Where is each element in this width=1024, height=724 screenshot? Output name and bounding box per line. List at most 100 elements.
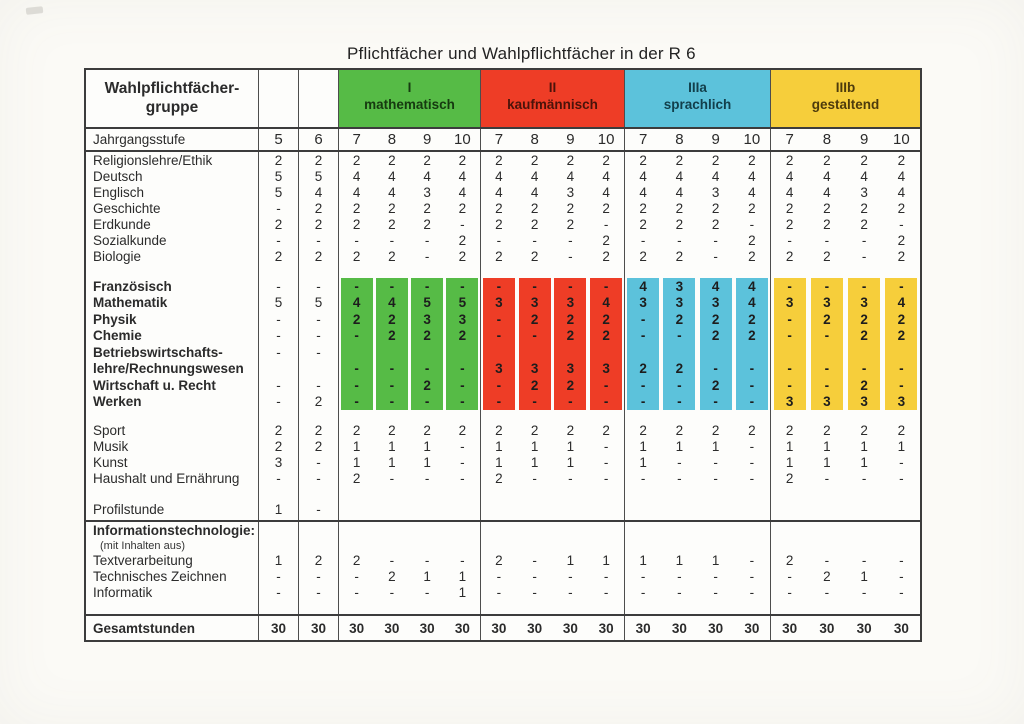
value-cell: 2 (588, 311, 624, 328)
striped-value-cell: - (340, 377, 373, 394)
group-cells (624, 486, 770, 499)
striped-value-cell: 3 (848, 294, 881, 311)
value-cell: 2 (388, 216, 396, 232)
value-cell: 2 (410, 377, 445, 394)
striped-value-cell: - (482, 393, 515, 410)
striped-value-cell: 3 (773, 294, 806, 311)
group-cells (624, 522, 770, 539)
subject-row: Deutsch 5 5 4 4 4 4 4 4 4 4 4 4 4 4 4 4 4 4 (86, 168, 920, 184)
group-cells: 1 1 1 1 (770, 438, 920, 454)
value-cell: 2 (445, 327, 480, 344)
group-cells (480, 539, 624, 552)
value-cell: 1 (860, 568, 868, 584)
value-cell: 2 (748, 152, 756, 168)
value-cell: 2 (639, 152, 647, 168)
value-cell: - (258, 393, 298, 410)
group-cells (338, 499, 480, 520)
value-cell: 2 (846, 377, 883, 394)
value-cell: 2 (258, 152, 298, 168)
value-cell: 1 (602, 552, 610, 568)
row-label: Religionslehre/Ethik (93, 152, 213, 168)
spacer-row (86, 486, 920, 499)
group-cells (770, 264, 920, 278)
profilstunde-row: Profilstunde 1- (86, 499, 920, 520)
value-cell: 2 (897, 200, 906, 216)
value-cell (661, 264, 697, 278)
value-cell: 2 (675, 152, 684, 168)
value-cell: - (298, 470, 338, 486)
value-cell: 2 (298, 438, 338, 454)
value-cell: - (374, 360, 409, 377)
value-cell: - (374, 377, 409, 394)
value-cell (698, 344, 734, 361)
value-cell (374, 499, 409, 520)
value-cell: - (532, 568, 537, 584)
value-cell: 2 (639, 248, 647, 264)
striped-value-cell: 2 (518, 311, 551, 328)
value-cell (734, 344, 770, 361)
wahlpflicht-subject-row: Betriebswirtschafts- - - (86, 344, 920, 361)
value-cell: 1 (639, 454, 647, 470)
row-label: Deutsch (93, 168, 143, 184)
value-cell: 2 (374, 327, 409, 344)
striped-value-cell: - (773, 311, 806, 328)
value-cell: - (713, 568, 718, 584)
group-cells: 1 - - - (624, 454, 770, 470)
spacer-row (86, 600, 920, 614)
value-cell: 2 (860, 200, 868, 216)
value-cell: - (698, 360, 734, 377)
value-cell: - (258, 584, 298, 600)
value-cell: 3 (410, 311, 445, 328)
row-label: Jahrgangsstufe (93, 132, 186, 147)
value-cell: 2 (517, 377, 553, 394)
group-cells: 4 4 4 4 (338, 168, 480, 184)
striped-value-cell: 3 (554, 360, 587, 377)
value-cell: 30 (491, 620, 507, 636)
value-cell (846, 486, 883, 499)
value-cell: 1 (897, 438, 906, 454)
value-cell: - (445, 278, 480, 295)
striped-value-cell: 2 (699, 327, 732, 344)
group-cells: 7 8 9 10 (624, 129, 770, 150)
value-cell (445, 522, 480, 539)
value-cell: 4 (530, 168, 539, 184)
value-cell: 2 (374, 311, 409, 328)
striped-value-cell: 2 (554, 327, 587, 344)
value-cell: 1 (566, 454, 575, 470)
striped-value-cell (848, 344, 881, 361)
value-cell (374, 600, 409, 614)
group-cells: 2 2 2 2 (480, 200, 624, 216)
value-cell: 1 (823, 438, 831, 454)
value-cell: 2 (566, 152, 575, 168)
value-cell: 7 (785, 131, 794, 148)
value-cell (661, 600, 697, 614)
value-cell (808, 539, 845, 552)
row-label: Betriebswirtschafts- (93, 344, 223, 360)
striped-value-cell: - (627, 377, 660, 394)
row-label: Textverarbeitung (93, 552, 193, 568)
value-cell: 2 (846, 327, 883, 344)
group-cells: ---- (338, 278, 480, 295)
value-cell (374, 522, 409, 539)
value-cell: - (603, 470, 609, 486)
value-cell: 2 (675, 216, 684, 232)
value-cell: - (258, 200, 298, 216)
group-header-IIIb: IIIb gestaltend (770, 70, 920, 127)
value-cell: 1 (423, 568, 431, 584)
group-cells: - - - 2 (480, 232, 624, 248)
striped-value-cell: - (411, 360, 444, 377)
spacer-row (86, 264, 920, 278)
value-cell (298, 600, 338, 614)
value-cell: - (410, 393, 445, 410)
value-cell: - (410, 360, 445, 377)
value-cell: 30 (562, 620, 578, 636)
group-cells (770, 486, 920, 499)
jahrgangsstufe-row: Jahrgangsstufe 5 6 7 8 9 10 7 8 9 10 7 8 9 10 7 8 9 10 (86, 129, 920, 152)
value-cell: 10 (597, 131, 615, 148)
striped-value-cell: 4 (375, 294, 408, 311)
group-cells (624, 264, 770, 278)
group-header-II: II kaufmännisch (480, 70, 624, 127)
group-cells: ---- (480, 584, 624, 600)
